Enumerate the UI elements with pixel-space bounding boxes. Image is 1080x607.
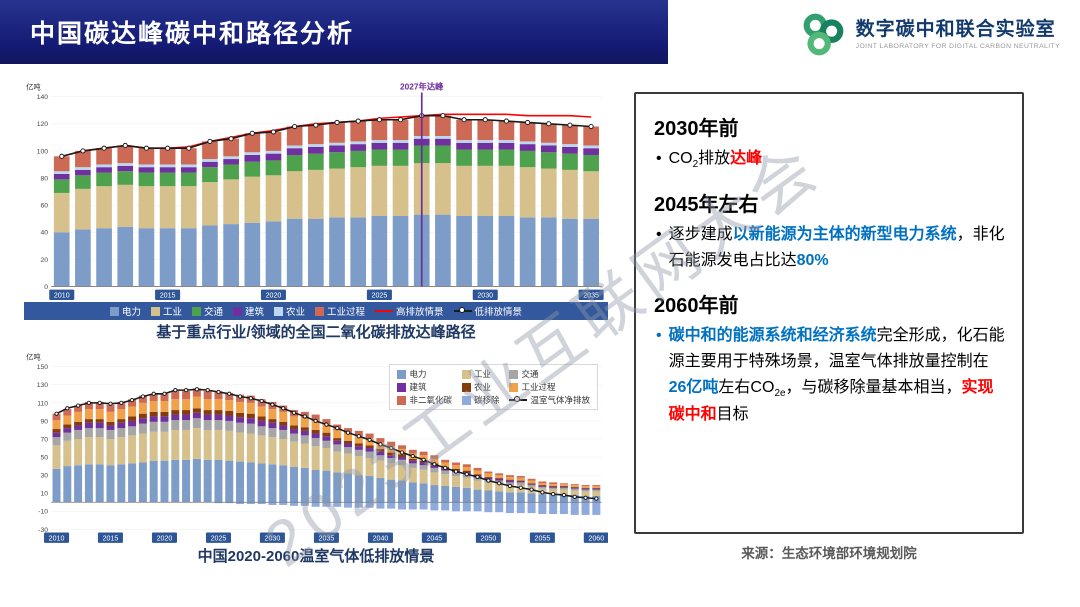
- lab-logo-text: 数字碳中和联合实验室 JOINT LABORATORY FOR DIGITAL …: [856, 19, 1060, 51]
- charts-column: 0 20 40 60 80 100 120 140 亿吨 2027年达峰 2010 2015 2020 2…: [24, 80, 608, 566]
- peak-path-chart-canvas: 0 20 40 60 80 100 120 140 亿吨 2027年达峰 2010 2015 2020 2…: [26, 81, 604, 301]
- low-emission-chart-caption: 中国2020-2060温室气体低排放情景: [197, 548, 435, 566]
- svg-text:60: 60: [40, 203, 48, 210]
- svg-text:-30: -30: [38, 527, 48, 534]
- bullet-dot: •: [656, 226, 662, 244]
- svg-text:30: 30: [40, 473, 48, 480]
- legend-item: 工业: [461, 368, 500, 380]
- low-emission-chart-legend: 电力 工业 交通建筑 农业 工业过程非二氧化碳 碳移除 温室气体净排放: [389, 364, 598, 411]
- milestone-bullet: • 碳中和的能源系统和经济系统完全形成，化石能源主要用于特殊场景，温室气体排放量控…: [654, 323, 1006, 428]
- lab-logo-icon: [803, 13, 844, 56]
- legend-item: 交通: [191, 304, 223, 318]
- legend-item: 碳移除: [461, 394, 499, 406]
- svg-text:120: 120: [37, 121, 49, 128]
- legend-item: 建筑: [232, 304, 264, 318]
- svg-text:2025: 2025: [211, 534, 227, 542]
- svg-text:2045: 2045: [426, 534, 442, 542]
- legend-item: 工业: [150, 304, 182, 318]
- milestones-panel: 2030年前 • CO2排放达峰 2045年左右 • 逐步建成以新能源为主体的新型电力系统…: [634, 92, 1024, 534]
- milestone-bullet: • 逐步建成以新能源为主体的新型电力系统，非化石能源发电占比达80%: [654, 222, 1006, 274]
- milestones-sections: 2030年前 • CO2排放达峰 2045年左右 • 逐步建成以新能源为主体的新型电力系统…: [654, 112, 1006, 428]
- svg-text:10: 10: [40, 491, 48, 498]
- lab-name: 数字碳中和联合实验室: [855, 19, 1056, 41]
- legend-item: 低排放情景: [453, 304, 522, 318]
- header-title-bar: 中国碳达峰碳中和路径分析: [0, 0, 668, 64]
- svg-text:2020: 2020: [157, 534, 173, 542]
- svg-text:2030: 2030: [477, 291, 493, 299]
- low-emission-chart-canvas: -30 -10 10 30 50 70 90 110 130 150 亿吨 2010 2015 2020 2…: [26, 352, 608, 544]
- low-emission-chart: -30 -10 10 30 50 70 90 110 130 150 亿吨 2010 2015 2020 2…: [24, 350, 608, 566]
- svg-text:80: 80: [40, 175, 48, 182]
- milestone-heading: 2060年前: [654, 295, 739, 318]
- legend-item: 农业: [274, 304, 305, 318]
- svg-text:2025: 2025: [372, 291, 388, 299]
- svg-text:2055: 2055: [535, 534, 551, 542]
- svg-text:2060: 2060: [588, 534, 604, 542]
- svg-text:0: 0: [44, 284, 48, 291]
- lab-logo: 数字碳中和联合实验室 JOINT LABORATORY FOR DIGITAL …: [800, 12, 1060, 58]
- header: 中国碳达峰碳中和路径分析 数字碳中和联合实验室 JOINT LABORATORY…: [0, 0, 1080, 64]
- svg-text:2030: 2030: [265, 534, 281, 542]
- peak-path-chart-legend: 电力 工业 交通 建筑 农业 工业过程 高排放情景 低排放情景: [24, 302, 608, 321]
- svg-text:2020: 2020: [266, 291, 282, 299]
- lab-name-en: JOINT LABORATORY FOR DIGITAL CARBON NEUT…: [855, 43, 1060, 51]
- source-note: 来源：生态环境部环境规划院: [741, 546, 917, 561]
- svg-text:亿吨: 亿吨: [26, 82, 41, 91]
- legend-item: 交通: [509, 368, 590, 380]
- peak-path-chart: 0 20 40 60 80 100 120 140 亿吨 2027年达峰 2010 2015 2020 2…: [24, 80, 608, 342]
- svg-text:2010: 2010: [49, 534, 65, 542]
- legend-item: 工业过程: [315, 304, 365, 318]
- svg-text:90: 90: [40, 418, 48, 425]
- svg-text:50: 50: [40, 455, 48, 462]
- svg-text:100: 100: [37, 148, 49, 155]
- svg-text:2035: 2035: [583, 291, 599, 299]
- svg-text:130: 130: [37, 382, 49, 389]
- svg-text:110: 110: [37, 400, 48, 407]
- svg-text:40: 40: [40, 230, 48, 237]
- svg-text:140: 140: [37, 94, 49, 101]
- svg-text:70: 70: [40, 436, 48, 443]
- milestone-heading: 2045年左右: [654, 194, 759, 217]
- peak-path-chart-caption: 基于重点行业/领域的全国二氧化碳排放达峰路径: [156, 324, 476, 342]
- legend-item: 建筑: [397, 381, 452, 393]
- svg-text:2050: 2050: [481, 534, 497, 542]
- svg-text:2015: 2015: [103, 534, 119, 542]
- svg-text:2035: 2035: [319, 534, 335, 542]
- svg-text:150: 150: [37, 364, 49, 371]
- svg-text:-10: -10: [38, 509, 48, 516]
- page-title: 中国碳达峰碳中和路径分析: [30, 20, 355, 48]
- svg-text:2010: 2010: [54, 291, 70, 299]
- svg-text:2040: 2040: [373, 534, 389, 542]
- bullet-dot: •: [656, 150, 662, 167]
- legend-item: 电力: [109, 304, 141, 318]
- milestone-heading: 2030年前: [654, 118, 739, 140]
- svg-text:2027年达峰: 2027年达峰: [400, 81, 444, 91]
- bullet-dot: •: [656, 327, 662, 345]
- milestone-bullet: • CO2排放达峰: [654, 146, 1006, 173]
- legend-item: 非二氧化碳: [397, 394, 452, 406]
- legend-item: 电力: [397, 368, 452, 380]
- legend-item: 农业: [461, 381, 500, 393]
- svg-text:20: 20: [40, 257, 48, 264]
- legend-item: 温室气体净排放: [509, 394, 590, 406]
- legend-item: 高排放情景: [375, 304, 444, 318]
- svg-text:2015: 2015: [160, 291, 176, 299]
- legend-item: 工业过程: [509, 381, 590, 393]
- svg-text:亿吨: 亿吨: [26, 352, 41, 361]
